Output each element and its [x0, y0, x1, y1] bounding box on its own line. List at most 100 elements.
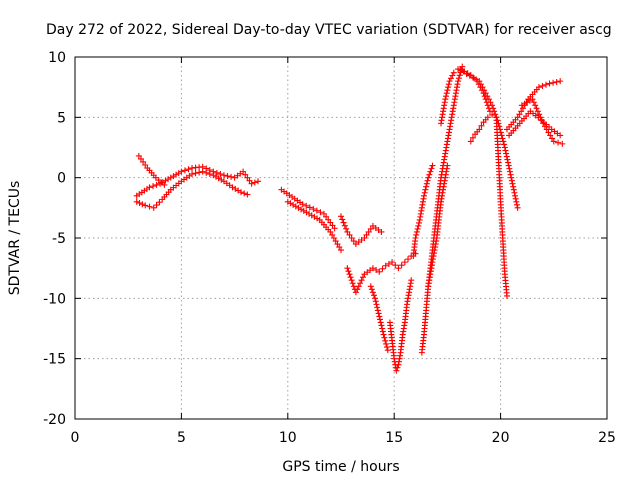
data-point: [379, 328, 386, 335]
data-point: [383, 340, 390, 347]
ticks: 0 5 10 15 20 25 -20 -15 -10 -5 0 5 10: [43, 50, 616, 446]
data-point: [350, 238, 357, 245]
data-point: [505, 162, 512, 169]
data-point: [153, 202, 160, 209]
data-point: [313, 207, 320, 214]
data-point: [473, 76, 480, 83]
data-point: [557, 132, 564, 139]
data-point: [381, 334, 388, 341]
data-point: [555, 139, 562, 146]
data-point: [413, 228, 420, 235]
data-points: [133, 63, 566, 374]
data-point: [376, 268, 383, 275]
data-point: [469, 74, 476, 81]
data-point: [514, 204, 521, 211]
data-point: [374, 304, 381, 311]
data-point: [369, 265, 376, 272]
data-point: [347, 274, 354, 281]
data-point: [217, 171, 224, 178]
series-s5: [284, 198, 344, 254]
data-point: [425, 174, 432, 181]
data-point: [442, 93, 449, 100]
data-point: [369, 289, 376, 296]
data-point: [479, 84, 486, 91]
data-point: [420, 192, 427, 199]
data-point: [373, 266, 380, 273]
data-point: [212, 173, 219, 180]
data-point: [469, 134, 476, 141]
data-point: [378, 322, 385, 329]
data-point: [181, 167, 188, 174]
data-point: [361, 235, 368, 241]
y-tick-label: -15: [43, 352, 66, 368]
data-point: [244, 174, 251, 181]
data-point: [367, 283, 374, 290]
data-point: [339, 216, 346, 223]
y-tick-label: 10: [48, 50, 66, 66]
data-point: [538, 117, 545, 124]
data-point: [178, 168, 185, 175]
data-point: [484, 114, 491, 121]
data-point: [455, 75, 462, 82]
data-point: [338, 247, 344, 254]
data-point: [503, 153, 510, 160]
data-point: [338, 213, 344, 220]
data-point: [415, 222, 422, 229]
data-point: [476, 78, 483, 85]
data-point: [199, 168, 206, 175]
data-point: [535, 84, 542, 91]
data-point: [530, 99, 537, 106]
data-point: [513, 198, 520, 205]
data-point: [246, 177, 253, 184]
y-tick-label: 0: [57, 171, 66, 187]
x-tick-label: 25: [598, 430, 616, 446]
data-point: [224, 173, 231, 180]
data-point: [167, 174, 174, 181]
data-point: [287, 200, 294, 207]
data-point: [559, 140, 566, 147]
data-point: [344, 265, 351, 272]
data-point: [389, 259, 396, 266]
data-point: [467, 138, 474, 145]
data-point: [484, 93, 491, 100]
data-point: [529, 96, 536, 103]
data-point: [394, 364, 401, 371]
data-point: [383, 344, 390, 351]
x-tick-label: 5: [177, 430, 186, 446]
data-point: [511, 189, 518, 196]
data-point: [506, 168, 513, 175]
data-point: [329, 231, 336, 238]
series-s15: [467, 111, 496, 145]
data-point: [157, 180, 164, 187]
data-point: [373, 301, 380, 308]
data-point: [501, 141, 508, 148]
series-s3: [135, 152, 168, 188]
data-point: [485, 96, 492, 103]
data-point: [220, 172, 227, 179]
data-point: [173, 171, 180, 178]
data-point: [150, 183, 157, 190]
series-s8: [367, 283, 391, 354]
x-tick-label: 20: [492, 430, 510, 446]
data-point: [395, 265, 402, 272]
data-point: [444, 87, 451, 94]
data-point: [140, 158, 147, 165]
data-point: [380, 331, 387, 338]
data-point: [491, 108, 498, 115]
data-point: [445, 81, 452, 88]
data-point: [413, 231, 420, 238]
data-point: [348, 235, 355, 241]
data-point: [382, 337, 389, 344]
data-point: [336, 244, 343, 251]
series-s9: [386, 277, 415, 374]
data-point: [185, 166, 192, 173]
data-point: [501, 144, 508, 151]
data-point: [376, 313, 383, 320]
data-point: [357, 280, 364, 287]
data-point: [142, 202, 149, 209]
data-point: [196, 169, 203, 176]
data-point: [442, 96, 449, 103]
data-point: [352, 289, 359, 296]
data-point: [428, 165, 435, 172]
data-point: [228, 173, 235, 180]
